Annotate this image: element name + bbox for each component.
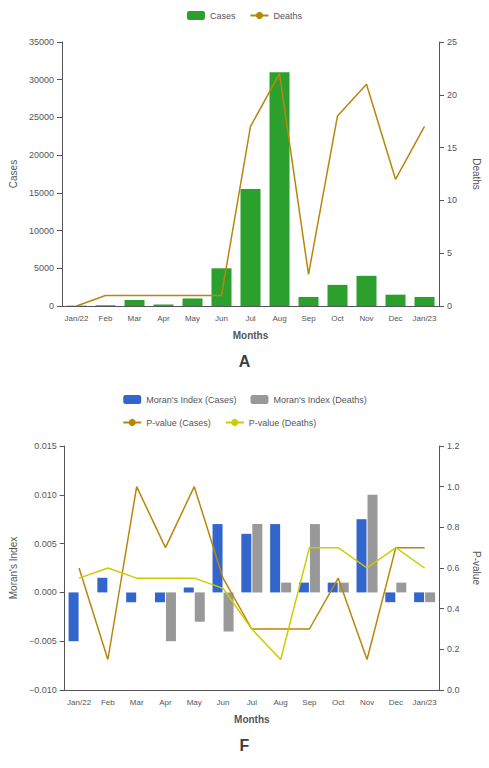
svg-text:0.4: 0.4	[447, 604, 460, 614]
svg-text:1.0: 1.0	[447, 482, 460, 492]
svg-text:Nov: Nov	[359, 314, 373, 323]
svg-text:Jun: Jun	[217, 698, 230, 707]
svg-text:Mar: Mar	[128, 314, 142, 323]
svg-text:0.005: 0.005	[34, 539, 57, 549]
svg-text:20000: 20000	[29, 150, 54, 160]
svg-text:F: F	[240, 737, 250, 754]
svg-text:0.2: 0.2	[447, 644, 460, 654]
svg-text:Feb: Feb	[99, 314, 113, 323]
svg-text:0.015: 0.015	[34, 441, 57, 451]
svg-text:5: 5	[447, 248, 452, 258]
svg-text:5000: 5000	[34, 263, 54, 273]
svg-text:Jan/23: Jan/23	[413, 698, 438, 707]
svg-text:0: 0	[447, 301, 452, 311]
svg-text:Cases: Cases	[8, 160, 19, 188]
svg-text:May: May	[185, 314, 200, 323]
svg-text:1.2: 1.2	[447, 441, 460, 451]
svg-text:Oct: Oct	[332, 698, 345, 707]
svg-text:35000: 35000	[29, 37, 54, 47]
svg-text:−0.005: −0.005	[29, 636, 57, 646]
svg-text:Dec: Dec	[389, 698, 403, 707]
svg-text:Apr: Apr	[159, 698, 172, 707]
svg-text:Jul: Jul	[245, 314, 255, 323]
svg-text:Dec: Dec	[388, 314, 402, 323]
svg-text:30000: 30000	[29, 75, 54, 85]
svg-text:Aug: Aug	[274, 698, 288, 707]
svg-text:Sep: Sep	[302, 698, 317, 707]
svg-text:Feb: Feb	[101, 698, 115, 707]
svg-text:Jun: Jun	[215, 314, 228, 323]
svg-text:Moran's Index (Cases): Moran's Index (Cases)	[146, 395, 236, 405]
svg-text:15: 15	[447, 143, 457, 153]
svg-text:Jul: Jul	[247, 698, 257, 707]
svg-text:Jan/22: Jan/22	[67, 698, 92, 707]
svg-text:−0.010: −0.010	[29, 685, 57, 695]
svg-text:Mar: Mar	[130, 698, 144, 707]
svg-text:Months: Months	[233, 330, 269, 341]
svg-text:Aug: Aug	[272, 314, 286, 323]
svg-text:P-value (Cases): P-value (Cases)	[146, 418, 211, 428]
svg-text:Moran's Index: Moran's Index	[8, 537, 19, 600]
svg-text:20: 20	[447, 90, 457, 100]
svg-text:May: May	[187, 698, 202, 707]
svg-text:Months: Months	[234, 714, 270, 725]
svg-text:Jan/23: Jan/23	[412, 314, 437, 323]
svg-text:25000: 25000	[29, 112, 54, 122]
svg-text:0.6: 0.6	[447, 563, 460, 573]
svg-text:0.8: 0.8	[447, 522, 460, 532]
svg-text:0.000: 0.000	[34, 587, 57, 597]
svg-text:Sep: Sep	[301, 314, 316, 323]
svg-text:Deaths: Deaths	[471, 158, 482, 190]
svg-text:P-value (Deaths): P-value (Deaths)	[249, 418, 317, 428]
svg-text:Oct: Oct	[331, 314, 344, 323]
svg-text:P-value: P-value	[471, 551, 482, 585]
svg-text:Cases: Cases	[210, 11, 236, 21]
svg-text:Moran's Index (Deaths): Moran's Index (Deaths)	[273, 395, 366, 405]
svg-text:10000: 10000	[29, 226, 54, 236]
svg-text:A: A	[239, 353, 251, 370]
svg-text:0: 0	[49, 301, 54, 311]
svg-text:Jan/22: Jan/22	[64, 314, 89, 323]
svg-text:Apr: Apr	[157, 314, 170, 323]
svg-text:Deaths: Deaths	[273, 11, 302, 21]
svg-text:Nov: Nov	[360, 698, 374, 707]
svg-text:0.0: 0.0	[447, 685, 460, 695]
svg-text:10: 10	[447, 195, 457, 205]
svg-text:15000: 15000	[29, 188, 54, 198]
svg-text:0.010: 0.010	[34, 490, 57, 500]
svg-text:25: 25	[447, 37, 457, 47]
